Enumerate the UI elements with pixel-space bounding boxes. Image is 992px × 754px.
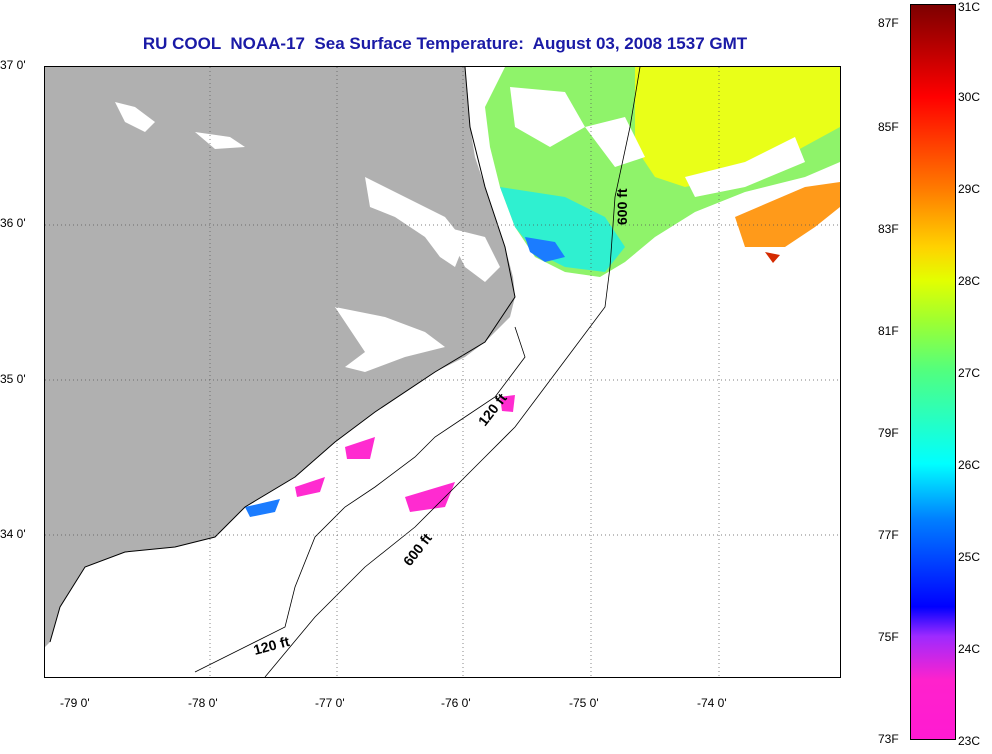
sst-patch-cool xyxy=(500,395,515,412)
inland-water xyxy=(195,132,245,149)
latitude-label-37: 37 0' xyxy=(0,58,26,72)
longitude-label-74: -74 0' xyxy=(697,696,727,710)
colorbar-label-f: 81F xyxy=(878,324,899,338)
colorbar-label-f: 77F xyxy=(878,528,899,542)
longitude-label-77: -77 0' xyxy=(315,696,345,710)
cloud-gap xyxy=(510,87,585,147)
inland-water xyxy=(115,102,155,132)
colorbar-label-c: 28C xyxy=(958,274,981,288)
colorbar-label-f: 75F xyxy=(878,630,899,644)
contour-label-600ft-north: 600 ft xyxy=(614,188,630,225)
colorbar-label-f: 83F xyxy=(878,222,899,236)
sst-patch-cool xyxy=(245,499,280,517)
latitude-label-36: 36 0' xyxy=(0,216,26,230)
contour-120ft xyxy=(194,326,526,673)
cloud-gap xyxy=(685,137,805,197)
sst-field-warm xyxy=(735,182,840,247)
temperature-colorbar xyxy=(910,4,956,740)
latitude-label-35: 35 0' xyxy=(0,372,26,386)
colorbar-label-c: 23C xyxy=(958,734,981,748)
colorbar-label-c: 26C xyxy=(958,458,981,472)
longitude-label-78: -78 0' xyxy=(188,696,218,710)
contour-label-600ft-south: 600 ft xyxy=(400,530,435,569)
colorbar-label-c: 29C xyxy=(958,182,981,196)
colorbar-label-f: 73F xyxy=(878,732,899,746)
sst-patch-cool xyxy=(345,437,375,459)
colorbar-label-f: 85F xyxy=(878,120,899,134)
colorbar-label-f: 87F xyxy=(878,16,899,30)
colorbar-label-c: 31C xyxy=(958,0,981,14)
graticule xyxy=(45,67,840,677)
colorbar-label-c: 30C xyxy=(958,90,981,104)
sst-field-blue xyxy=(525,237,565,262)
inland-water xyxy=(335,307,445,372)
latitude-label-34: 34 0' xyxy=(0,527,26,541)
sst-field-cyan xyxy=(500,187,625,272)
contour-600ft xyxy=(264,67,641,677)
sst-patch-cool xyxy=(405,482,455,512)
longitude-label-75: -75 0' xyxy=(569,696,599,710)
cloud-gap xyxy=(585,117,645,167)
coastline xyxy=(49,67,516,643)
colorbar-label-c: 25C xyxy=(958,550,981,564)
map-title: RU COOL NOAA-17 Sea Surface Temperature:… xyxy=(142,34,748,53)
sst-field-yellow xyxy=(635,67,840,187)
inland-water xyxy=(445,227,500,282)
sst-map: 600 ft 120 ft 600 ft 120 ft xyxy=(44,66,841,678)
longitude-label-76: -76 0' xyxy=(441,696,471,710)
colorbar-label-f: 79F xyxy=(878,426,899,440)
colorbar-label-c: 24C xyxy=(958,642,981,656)
longitude-label-79: -79 0' xyxy=(60,696,90,710)
colorbar-label-c: 27C xyxy=(958,366,981,380)
sst-field-red xyxy=(765,252,780,263)
contour-label-120ft-south: 120 ft xyxy=(252,633,292,658)
land xyxy=(45,67,515,647)
sst-map-canvas: 600 ft 120 ft 600 ft 120 ft xyxy=(45,67,840,677)
inland-water xyxy=(365,177,465,267)
sst-patch-cool xyxy=(295,477,325,497)
